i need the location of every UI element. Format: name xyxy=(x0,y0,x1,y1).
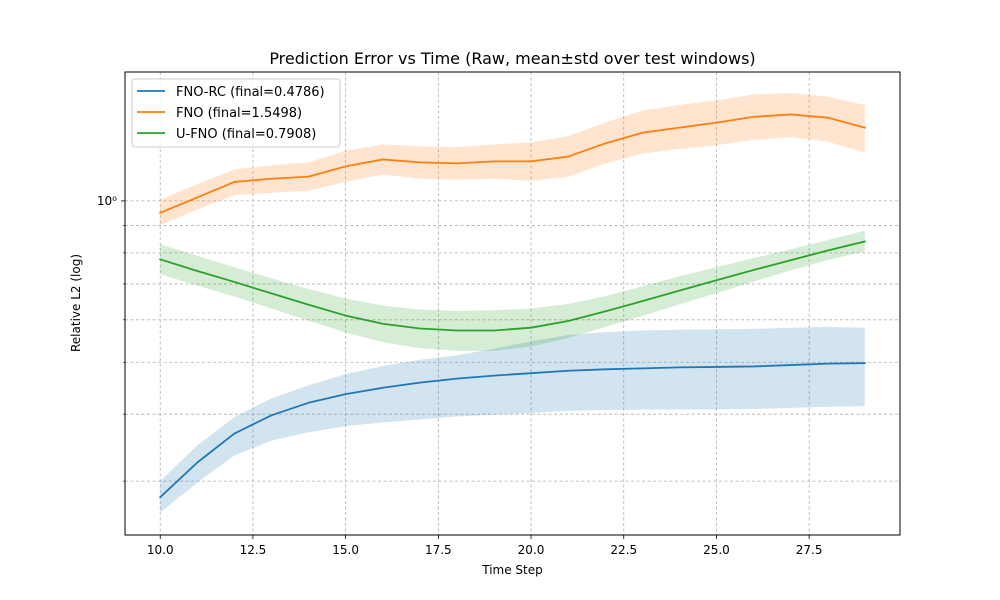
x-tick-label: 10.0 xyxy=(147,543,174,557)
std-band-fno-rc xyxy=(160,326,865,513)
legend-label-fno: FNO (final=1.5498) xyxy=(176,106,302,121)
series-line-u-fno xyxy=(159,240,866,332)
plot-frame xyxy=(124,71,901,536)
chart-title: Prediction Error vs Time (Raw, mean±std … xyxy=(269,49,755,68)
series-line-fno xyxy=(159,113,866,215)
x-tick-label: 20.0 xyxy=(518,543,545,557)
series-line-fno-rc xyxy=(158,362,866,499)
x-tick-label: 27.5 xyxy=(796,543,823,557)
x-tick-label: 25.0 xyxy=(703,543,730,557)
ticks-layer: 10.0 12.5 15.0 17.5 20.0 22.5 25.0 27.5 10⁰ xyxy=(97,194,823,557)
legend: FNO-RC (final=0.4786) FNO (final=1.5498)… xyxy=(131,78,341,148)
x-tick-label: 17.5 xyxy=(425,543,452,557)
y-axis-title: Relative L2 (log) xyxy=(69,254,83,352)
legend-label-fno-rc: FNO-RC (final=0.4786) xyxy=(176,85,325,100)
y-tick-label: 10⁰ xyxy=(97,194,117,208)
lines-layer xyxy=(158,113,866,499)
plot-area xyxy=(125,72,900,535)
x-tick-label: 12.5 xyxy=(240,543,267,557)
legend-box xyxy=(131,78,341,148)
x-tick-label: 22.5 xyxy=(610,543,637,557)
x-axis-title: Time Step xyxy=(481,563,543,577)
std-band-u-fno xyxy=(160,230,865,351)
grid-layer xyxy=(125,72,900,535)
legend-label-u-fno: U-FNO (final=0.7908) xyxy=(176,127,316,142)
x-tick-label: 15.0 xyxy=(332,543,359,557)
